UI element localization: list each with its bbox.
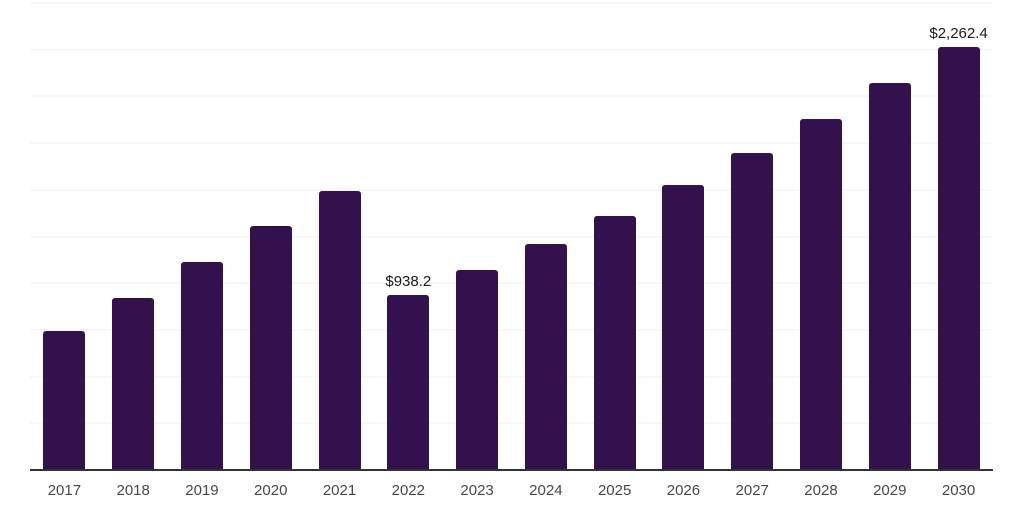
bar-slot-2029: [855, 3, 924, 470]
gridline-500: [30, 376, 993, 378]
bars-container: $938.2 $2,262.4: [30, 3, 993, 470]
bar-slot-2024: [511, 3, 580, 470]
bar-2018: [112, 297, 155, 470]
bar-slot-2020: [236, 3, 305, 470]
x-tick-label-2022: 2022: [391, 482, 425, 499]
bar-slot-2017: [30, 3, 99, 470]
x-tick-label-2029: 2029: [873, 482, 907, 499]
bar-2019: [180, 262, 223, 470]
gridline-750: [30, 329, 993, 331]
bar-2020: [249, 226, 292, 470]
x-axis-labels: 2017 2018 2019 2020 2021 2022 2023 2024 2025 2026…: [30, 481, 993, 500]
bar-2027: [731, 152, 774, 470]
x-tick-label-2024: 2024: [529, 482, 563, 499]
bar-slot-2030: $2,262.4: [924, 3, 993, 470]
bar-slot-2018: [99, 3, 168, 470]
bar-2029: [868, 82, 911, 470]
gridline-2500: [30, 2, 993, 4]
gridline-1750: [30, 142, 993, 144]
bar-slot-2019: [168, 3, 237, 470]
x-tick-label-2026: 2026: [666, 482, 701, 499]
bar-value-label-2022: $938.2: [385, 272, 432, 290]
x-tick-label-2028: 2028: [804, 482, 838, 499]
gridline-2250: [30, 49, 993, 51]
x-tick-label-2030: 2030: [941, 482, 976, 499]
x-tick-label-2027: 2027: [735, 482, 769, 499]
bar-slot-2026: [649, 3, 718, 470]
x-axis-line: [30, 469, 993, 471]
bar-2022: [387, 294, 430, 470]
plot-area: $938.2 $2,262.4: [30, 2, 993, 471]
bar-slot-2028: [787, 3, 856, 470]
x-tick-label-2025: 2025: [597, 482, 632, 499]
bar-2021: [318, 191, 361, 470]
bar-value-label-2030: $2,262.4: [929, 25, 988, 43]
x-tick-label-2021: 2021: [322, 482, 357, 499]
bar-slot-2023: [443, 3, 512, 470]
bar-slot-2021: [305, 3, 374, 470]
gridline-2000: [30, 95, 993, 97]
bar-2025: [593, 216, 636, 470]
bar-slot-2025: [580, 3, 649, 470]
bar-slot-2022: $938.2: [374, 3, 443, 470]
bar-2026: [662, 184, 705, 470]
x-tick-label-2017: 2017: [47, 482, 82, 499]
bar-2028: [799, 119, 842, 470]
bar-2030: [937, 47, 980, 470]
gridline-1000: [30, 282, 993, 284]
x-tick-label-2023: 2023: [460, 482, 494, 499]
bar-slot-2027: [718, 3, 787, 470]
gridline-250: [30, 422, 993, 424]
bar-2017: [43, 331, 86, 470]
bar-2023: [456, 270, 499, 470]
bar-2024: [524, 244, 567, 470]
gridline-1500: [30, 189, 993, 191]
x-tick-label-2020: 2020: [254, 482, 288, 499]
gridline-1250: [30, 236, 993, 237]
x-tick-label-2018: 2018: [116, 482, 150, 499]
x-tick-label-2019: 2019: [185, 482, 219, 499]
